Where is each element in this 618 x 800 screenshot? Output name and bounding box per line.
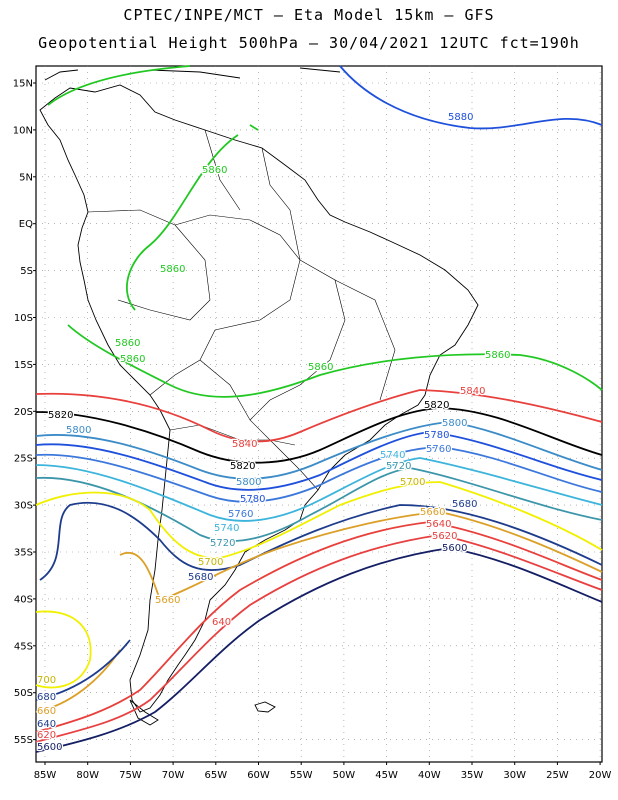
label-5840-atlantic: 5840: [460, 386, 485, 397]
contour-5880: [339, 65, 603, 130]
lon-tick-label: 75W: [119, 770, 142, 781]
lat-tick-label: 35S: [14, 548, 33, 559]
caribbean-coast: [44, 67, 341, 81]
label-5860-north: 5860: [202, 165, 227, 176]
label-5640-east: 5640: [426, 519, 451, 530]
label-5620-east: 5620: [432, 531, 457, 542]
contour-labels: 5880 5860 5860 5860 5860 5860 5860 5840 …: [36, 111, 512, 755]
label-5860-brazil: 5860: [308, 362, 333, 373]
falkland-islands: [254, 701, 276, 713]
label-5660-east: 5660: [420, 507, 445, 518]
label-5840-land: 5840: [232, 439, 257, 450]
label-5700-land: 5700: [198, 557, 223, 568]
label-5660-edge: 660: [37, 706, 56, 717]
label-5700-east: 5700: [400, 477, 425, 488]
label-5800-west: 5800: [66, 425, 91, 436]
contour-5760: [35, 446, 603, 503]
label-5740-east: 5740: [380, 450, 405, 461]
lat-tick-label: 50S: [14, 688, 33, 699]
label-5680-land: 5680: [188, 572, 213, 583]
tierra-del-fuego: [129, 699, 159, 726]
label-5680-edge: 680: [37, 692, 56, 703]
borders: [87, 129, 396, 491]
lon-tick-label: 85W: [34, 770, 57, 781]
label-5600-edge: 5600: [37, 742, 62, 753]
contour-5700: [35, 481, 603, 559]
title-line-2: Geopotential Height 500hPa – 30/04/2021 …: [38, 34, 580, 52]
label-5640-land: 640: [212, 617, 231, 628]
label-5860-amazon: 5860: [160, 264, 185, 275]
lat-tick-label: 10S: [14, 313, 33, 324]
contour-5600: [35, 547, 603, 753]
contour-5660: [119, 511, 603, 602]
label-5600-east: 5600: [442, 543, 467, 554]
lon-tick-label: 80W: [76, 770, 99, 781]
label-5740-land: 5740: [214, 523, 239, 534]
contour-5820: [35, 407, 603, 464]
label-5780-land: 5780: [240, 494, 265, 505]
label-5660-land: 5660: [155, 595, 180, 606]
lat-tick-label: 40S: [14, 594, 33, 605]
lon-tick-label: 55W: [290, 770, 313, 781]
lat-tick-label: 45S: [14, 641, 33, 652]
contour-5640: [35, 521, 603, 733]
contour-5840: [35, 389, 603, 443]
label-5760-east: 5760: [426, 444, 451, 455]
lon-tick-label: 25W: [546, 770, 569, 781]
lon-tick-label: 65W: [204, 770, 227, 781]
contour-5680-west: [35, 639, 131, 701]
lat-tick-label: 20S: [14, 407, 33, 418]
lon-tick-label: 50W: [333, 770, 356, 781]
lat-tick-label: 55S: [14, 735, 33, 746]
lon-tick-label: 20W: [589, 770, 612, 781]
label-5700-edge: 700: [37, 675, 56, 686]
contour-5780: [35, 431, 603, 491]
contour-5620: [35, 534, 603, 743]
contour-5800: [35, 421, 603, 480]
label-5720-land: 5720: [210, 538, 235, 549]
lon-tick-label: 70W: [162, 770, 185, 781]
coastlines: [39, 67, 479, 726]
label-5680-east: 5680: [452, 499, 477, 510]
lon-tick-label: 60W: [247, 770, 270, 781]
lon-tick-label: 35W: [461, 770, 484, 781]
lon-tick-label: 30W: [503, 770, 526, 781]
label-5720-east: 5720: [386, 461, 411, 472]
lat-tick-label: EQ: [19, 219, 33, 230]
label-5800-land: 5800: [236, 477, 261, 488]
label-5800-east: 5800: [442, 418, 467, 429]
contour-5680: [39, 501, 603, 581]
label-5820-west: 5820: [48, 410, 73, 421]
contour-5740: [35, 457, 603, 522]
label-5820-east: 5820: [424, 400, 449, 411]
lat-tick-label: 5S: [20, 266, 33, 277]
contour-5700-west: [35, 610, 92, 689]
label-5820-land: 5820: [230, 461, 255, 472]
lon-tick-label: 40W: [418, 770, 441, 781]
lat-lon-grid: [36, 66, 602, 762]
contour-5860: [47, 65, 603, 398]
label-5780-east: 5780: [424, 430, 449, 441]
label-5880: 5880: [448, 112, 473, 123]
label-5860-peru-2: 5860: [120, 354, 145, 365]
longitude-ticks: 85W 80W 75W 70W 65W 60W 55W 50W 45W 40W 35W 30W 25W 2…: [34, 762, 612, 781]
contours: [35, 65, 603, 753]
lat-tick-label: 5N: [19, 172, 33, 183]
label-5620-edge: 620: [37, 730, 56, 741]
label-5860-peru: 5860: [115, 338, 140, 349]
label-5640-edge: 640: [37, 719, 56, 730]
label-5860-atlantic: 5860: [485, 350, 510, 361]
lat-tick-label: 10N: [13, 125, 33, 136]
latitude-ticks: 15N 10N 5N EQ 5S 10S 15S 20S 25S 30S 35S 40S 45S 50S 5…: [13, 79, 36, 746]
label-5760-land: 5760: [228, 509, 253, 520]
lat-tick-label: 25S: [14, 454, 33, 465]
title-line-1: CPTEC/INPE/MCT – Eta Model 15km – GFS: [123, 6, 495, 24]
south-america-coast: [39, 84, 479, 713]
lon-tick-label: 45W: [375, 770, 398, 781]
lat-tick-label: 15S: [14, 360, 33, 371]
lat-tick-label: 15N: [13, 79, 33, 90]
map-frame: [35, 65, 603, 763]
lat-tick-label: 30S: [14, 501, 33, 512]
